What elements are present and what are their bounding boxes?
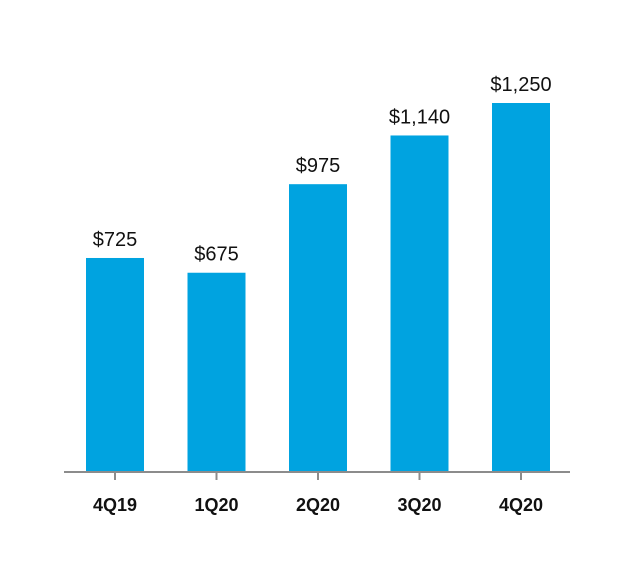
- value-label-1q20: $675: [194, 244, 239, 266]
- x-tick-label-1q20: 1Q20: [194, 495, 238, 515]
- bar-1q20: [187, 272, 246, 472]
- value-label-3q20: $1,140: [389, 106, 450, 128]
- x-ticks-group: 4Q19 1Q20 2Q20 3Q20 4Q20: [93, 472, 543, 515]
- bar-2q20: [289, 184, 347, 472]
- bar-4q19: [86, 257, 144, 472]
- value-label-4q19: $725: [93, 229, 138, 251]
- x-tick-label-4q20: 4Q20: [499, 495, 543, 515]
- bar-4q20: [492, 103, 550, 472]
- value-label-2q20: $975: [296, 155, 341, 177]
- x-tick-label-3q20: 3Q20: [397, 495, 441, 515]
- x-tick-label-4q19: 4Q19: [93, 495, 137, 515]
- value-label-4q20: $1,250: [490, 74, 551, 96]
- bar-3q20: [390, 135, 449, 473]
- x-tick-label-2q20: 2Q20: [296, 495, 340, 515]
- value-labels-group: $725 $675 $975 $1,140 $1,250: [93, 74, 552, 266]
- bars-group: [86, 103, 550, 473]
